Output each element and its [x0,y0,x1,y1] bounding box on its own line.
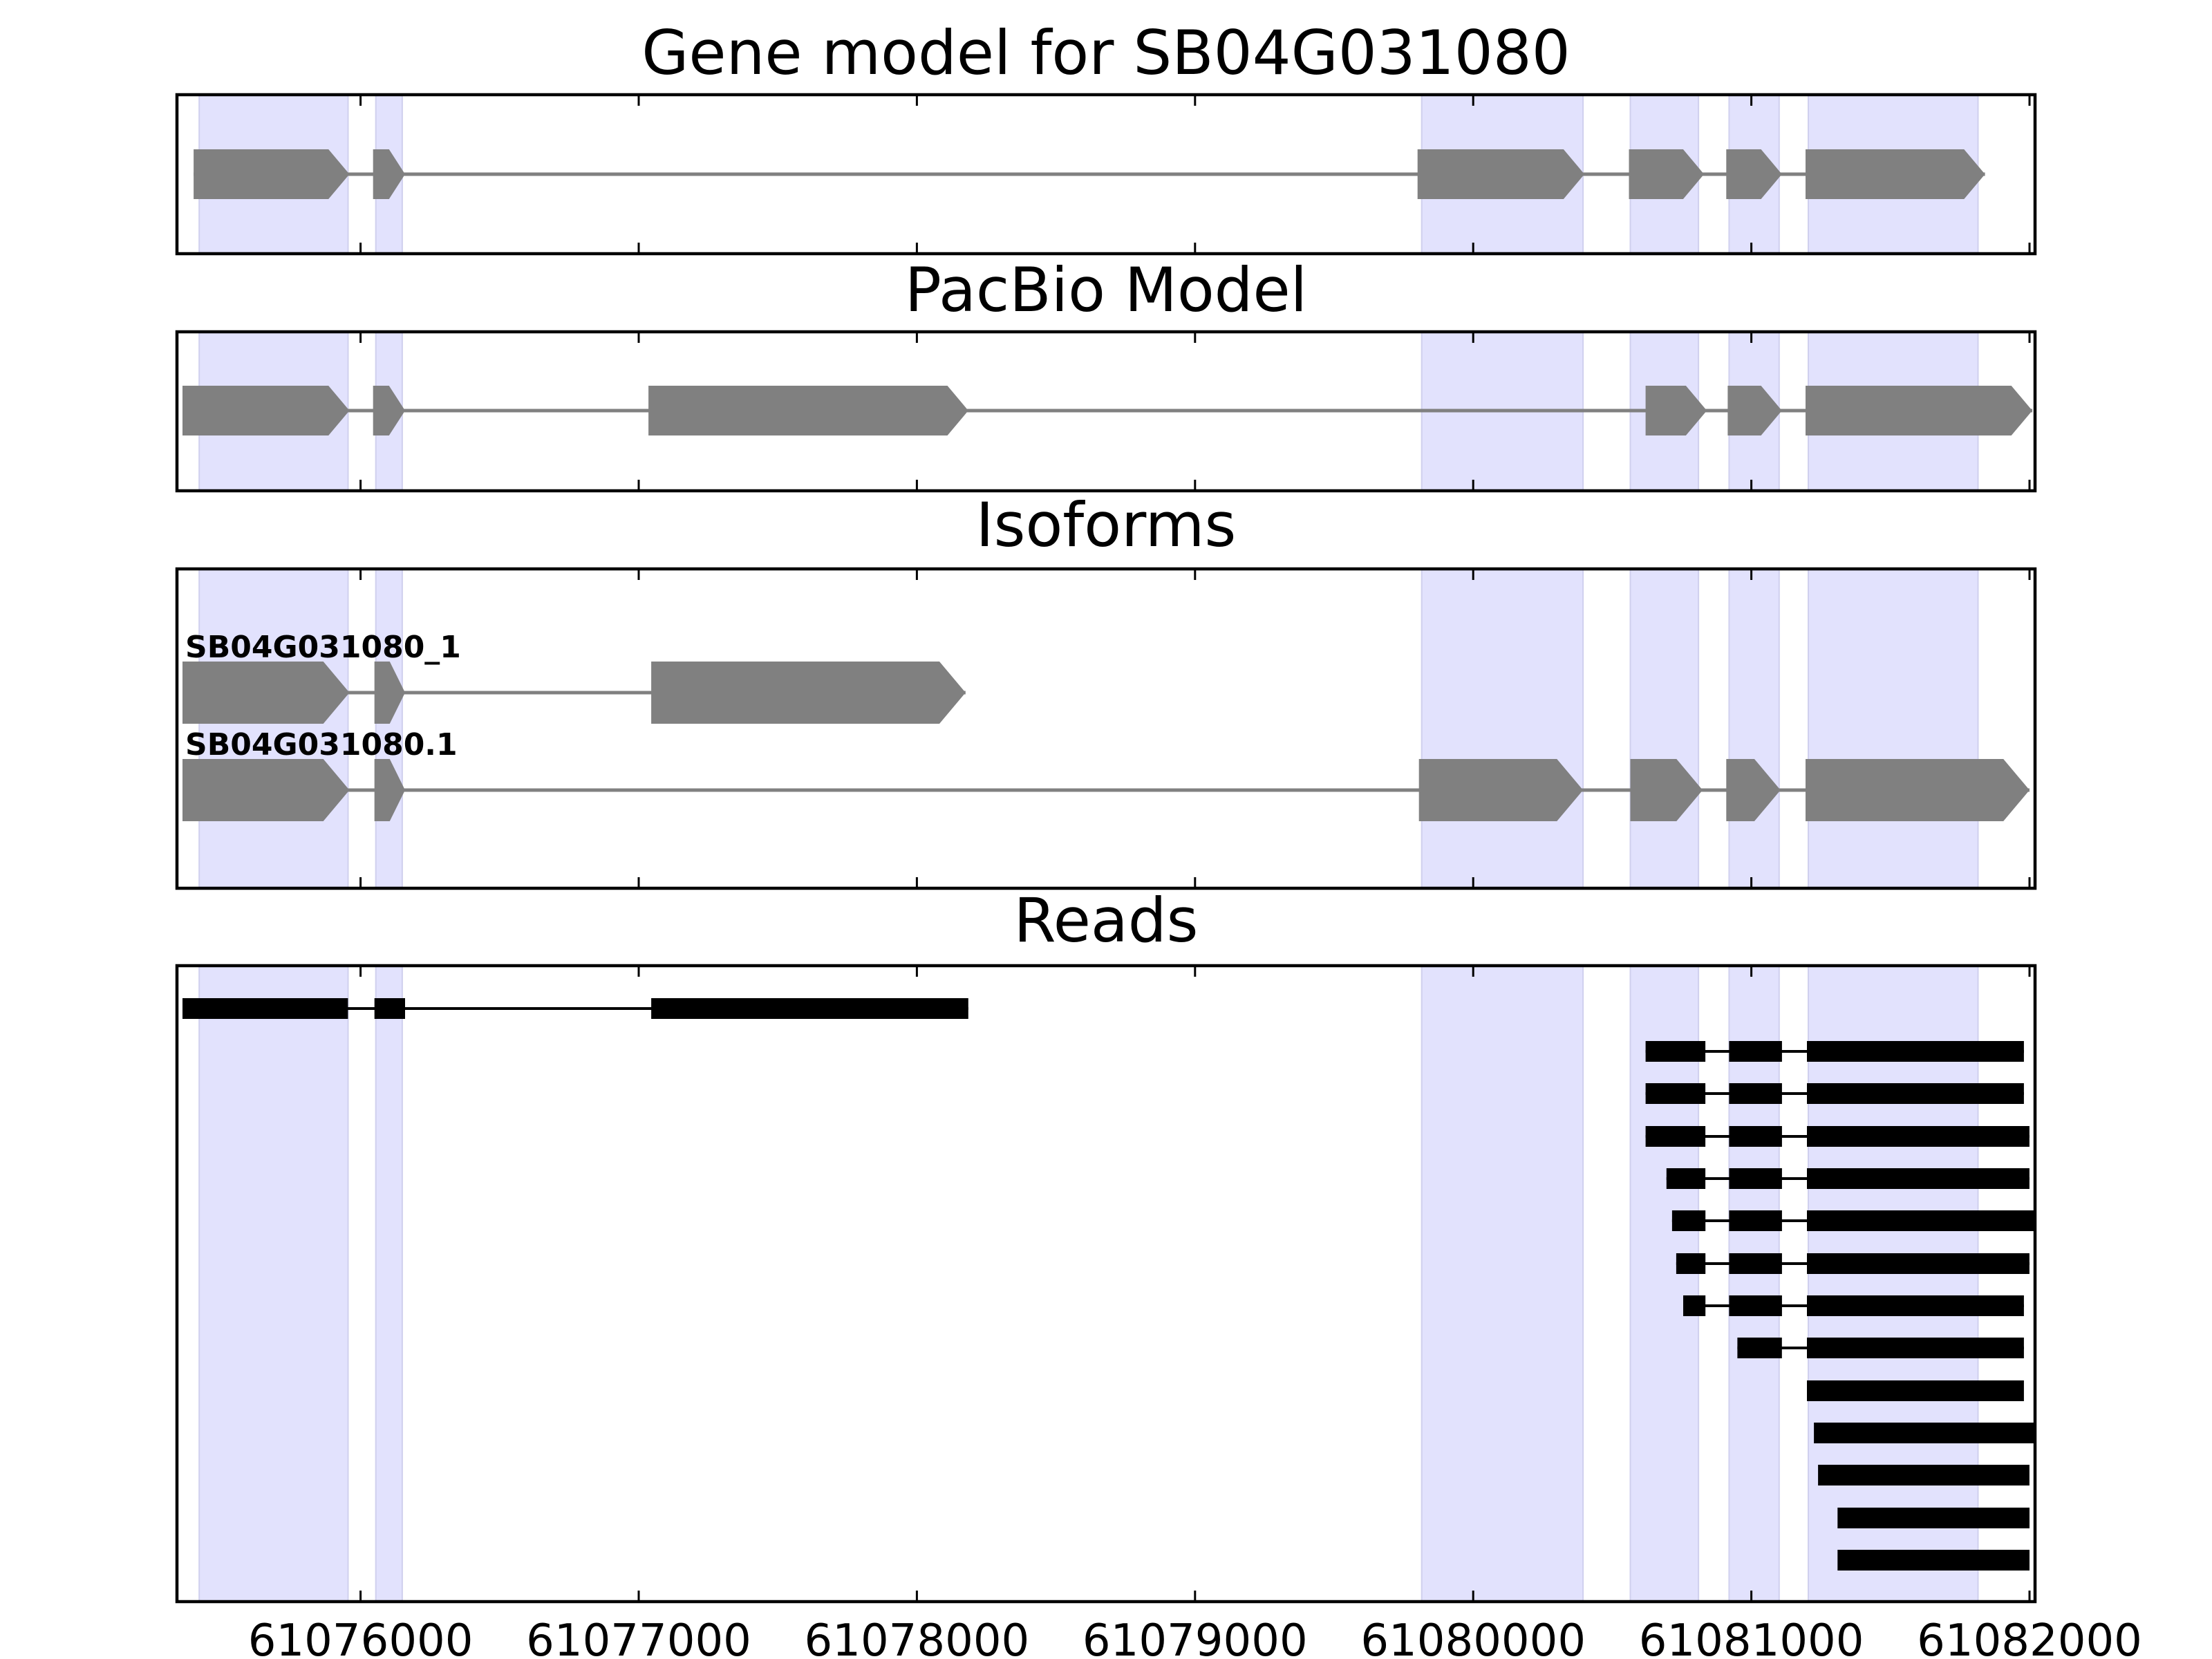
read-segment [374,998,405,1019]
x-tick-label: 61078000 [805,1615,1030,1659]
exon [1629,149,1705,199]
exon [1645,386,1707,435]
read-segment [1818,1465,2030,1485]
read-segment [1814,1423,2035,1443]
read-segment [1729,1210,1782,1231]
exon [1630,759,1703,821]
read-segment [1837,1550,2030,1571]
read-segment [1645,1126,1706,1147]
exon [1806,386,2032,435]
read-segment [1737,1338,1782,1358]
read-segment [1666,1168,1706,1189]
gene-model-tracks [194,149,1985,199]
read-segment [1671,1210,1706,1231]
exon [182,662,350,724]
pacbio-model-frame [175,330,2037,493]
read-segment [1807,1041,2024,1062]
gene-model-ticks [359,95,2031,254]
x-tick-label: 61077000 [526,1615,751,1659]
pacbio-model-title: PacBio Model [905,254,1307,326]
exon [1418,759,1584,821]
read-segment [1645,1083,1706,1104]
pacbio-model-ticks [359,332,2031,491]
exon [374,759,405,821]
read-segment [1807,1126,2030,1147]
exon-band [1808,568,1979,889]
read-segment [1807,1083,2024,1104]
read-segment [1807,1168,2030,1189]
reads-panel [175,964,2037,1604]
read-segment [1676,1253,1706,1274]
exon [1806,759,2030,821]
read-segment [1729,1126,1782,1147]
exon-band [1808,965,1979,1602]
isoforms-frame [175,567,2037,890]
read-segment [1729,1295,1782,1316]
read-segment [1645,1041,1706,1062]
pacbio-model-tracks [182,386,2032,435]
read-segment [1729,1041,1782,1062]
exon [1417,149,1585,199]
x-tick-label: 61079000 [1082,1615,1308,1659]
exon [182,386,350,435]
reads-exon-bands [198,965,1979,1602]
exon-band [1421,568,1584,889]
exon [1806,149,1985,199]
read-segment [182,998,348,1019]
reads-title: Reads [1014,885,1199,956]
read-segment [1807,1210,2035,1231]
read-segment [1729,1083,1782,1104]
x-tick-label: 61076000 [248,1615,474,1659]
reads-tracks [182,998,2035,1571]
read-segment [1807,1380,2024,1401]
isoforms-exon-bands [198,568,1979,889]
read-segment [1837,1508,2030,1528]
exon-band [1421,965,1584,1602]
gene-model-panel [175,93,2037,256]
read-segment [1729,1253,1782,1274]
exon [1726,149,1782,199]
isoforms-ticks [359,569,2031,888]
exon [651,662,966,724]
exon-band [1629,965,1700,1602]
exon [648,386,968,435]
reads-ticks [359,966,2031,1602]
exon [194,149,350,199]
isoform-label: SB04G031080_1 [185,630,461,665]
exon-band [375,965,403,1602]
x-tick-label: 61080000 [1360,1615,1586,1659]
exon-band [198,568,349,889]
isoforms-panel: SB04G031080_1 SB04G031080.1 [175,567,2037,890]
pacbio-model-panel [175,330,2037,493]
x-tick-label: 61082000 [1917,1615,2142,1659]
exon [374,662,405,724]
exon [373,149,405,199]
isoforms-tracks: SB04G031080_1 SB04G031080.1 [182,630,2030,821]
read-segment [1807,1295,2024,1316]
x-axis-tick-labels: 61076000 61077000 61078000 61079000 61080000… [248,1615,2142,1659]
exon-band [1728,568,1780,889]
exon-band [198,965,349,1602]
isoform-label: SB04G031080.1 [185,727,458,762]
read-segment [1729,1168,1782,1189]
exon-band [1629,568,1700,889]
x-tick-label: 61081000 [1639,1615,1864,1659]
read-segment [1807,1338,2024,1358]
exon [373,386,405,435]
gene-model-title: Gene model for SB04G031080 [641,17,1571,88]
gene-model-frame [175,93,2037,256]
exon [1727,386,1782,435]
read-segment [651,998,968,1019]
reads-frame [175,964,2037,1604]
read-segment [1807,1253,2030,1274]
exon [1726,759,1781,821]
read-segment [1683,1295,1706,1316]
exon [182,759,350,821]
isoforms-title: Isoforms [976,489,1237,561]
